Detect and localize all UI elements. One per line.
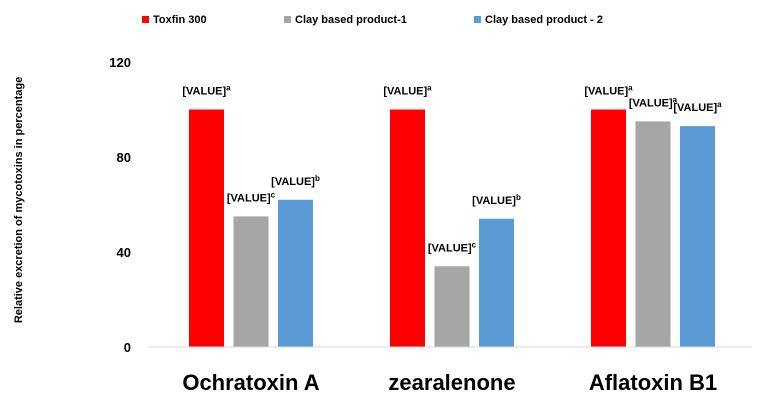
- category-label: zearalenone: [388, 370, 515, 395]
- bar: [390, 109, 425, 347]
- bar: [434, 266, 470, 347]
- bar: [189, 109, 224, 347]
- legend-swatch: [142, 16, 149, 23]
- data-label: [VALUE]a: [383, 84, 432, 98]
- legend-swatch: [284, 16, 291, 23]
- legend-label: Toxfin 300: [153, 14, 207, 26]
- bars: [189, 109, 715, 347]
- bar: [233, 216, 269, 347]
- data-label: [VALUE]a: [182, 84, 231, 98]
- data-label: [VALUE]c: [428, 240, 477, 254]
- data-label: [VALUE]a: [673, 100, 722, 114]
- bar: [591, 109, 626, 347]
- bar: [635, 121, 671, 347]
- bar: [680, 126, 715, 347]
- legend-label: Clay based product - 2: [485, 14, 603, 26]
- legend-label: Clay based product-1: [295, 14, 407, 26]
- data-label: [VALUE]b: [472, 193, 521, 207]
- data-label: [VALUE]a: [629, 95, 678, 109]
- data-label: [VALUE]c: [227, 190, 276, 204]
- legend-swatch: [474, 16, 481, 23]
- data-labels: [VALUE]a [VALUE]c [VALUE]b [VALUE]a [VALUE]c…: [182, 84, 722, 255]
- data-label: [VALUE]b: [271, 174, 320, 188]
- category-label: Aflatoxin B1: [589, 370, 717, 395]
- bar: [278, 199, 313, 347]
- legend: Toxfin 300 Clay based product-1 Clay based…: [142, 14, 603, 26]
- y-tick-label: 80: [117, 150, 131, 165]
- bar: [479, 218, 514, 347]
- y-tick-label: 120: [109, 55, 131, 70]
- y-tick-label: 40: [117, 245, 131, 260]
- category-labels: Ochratoxin A zearalenone Aflatoxin B1: [182, 370, 717, 395]
- y-tick-label: 0: [124, 340, 131, 355]
- y-axis-label: Relative excretion of mycotoxins in perc…: [13, 77, 25, 323]
- y-axis-ticks: 0 40 80 120: [109, 55, 131, 355]
- data-label: [VALUE]a: [584, 84, 633, 98]
- category-label: Ochratoxin A: [182, 370, 319, 395]
